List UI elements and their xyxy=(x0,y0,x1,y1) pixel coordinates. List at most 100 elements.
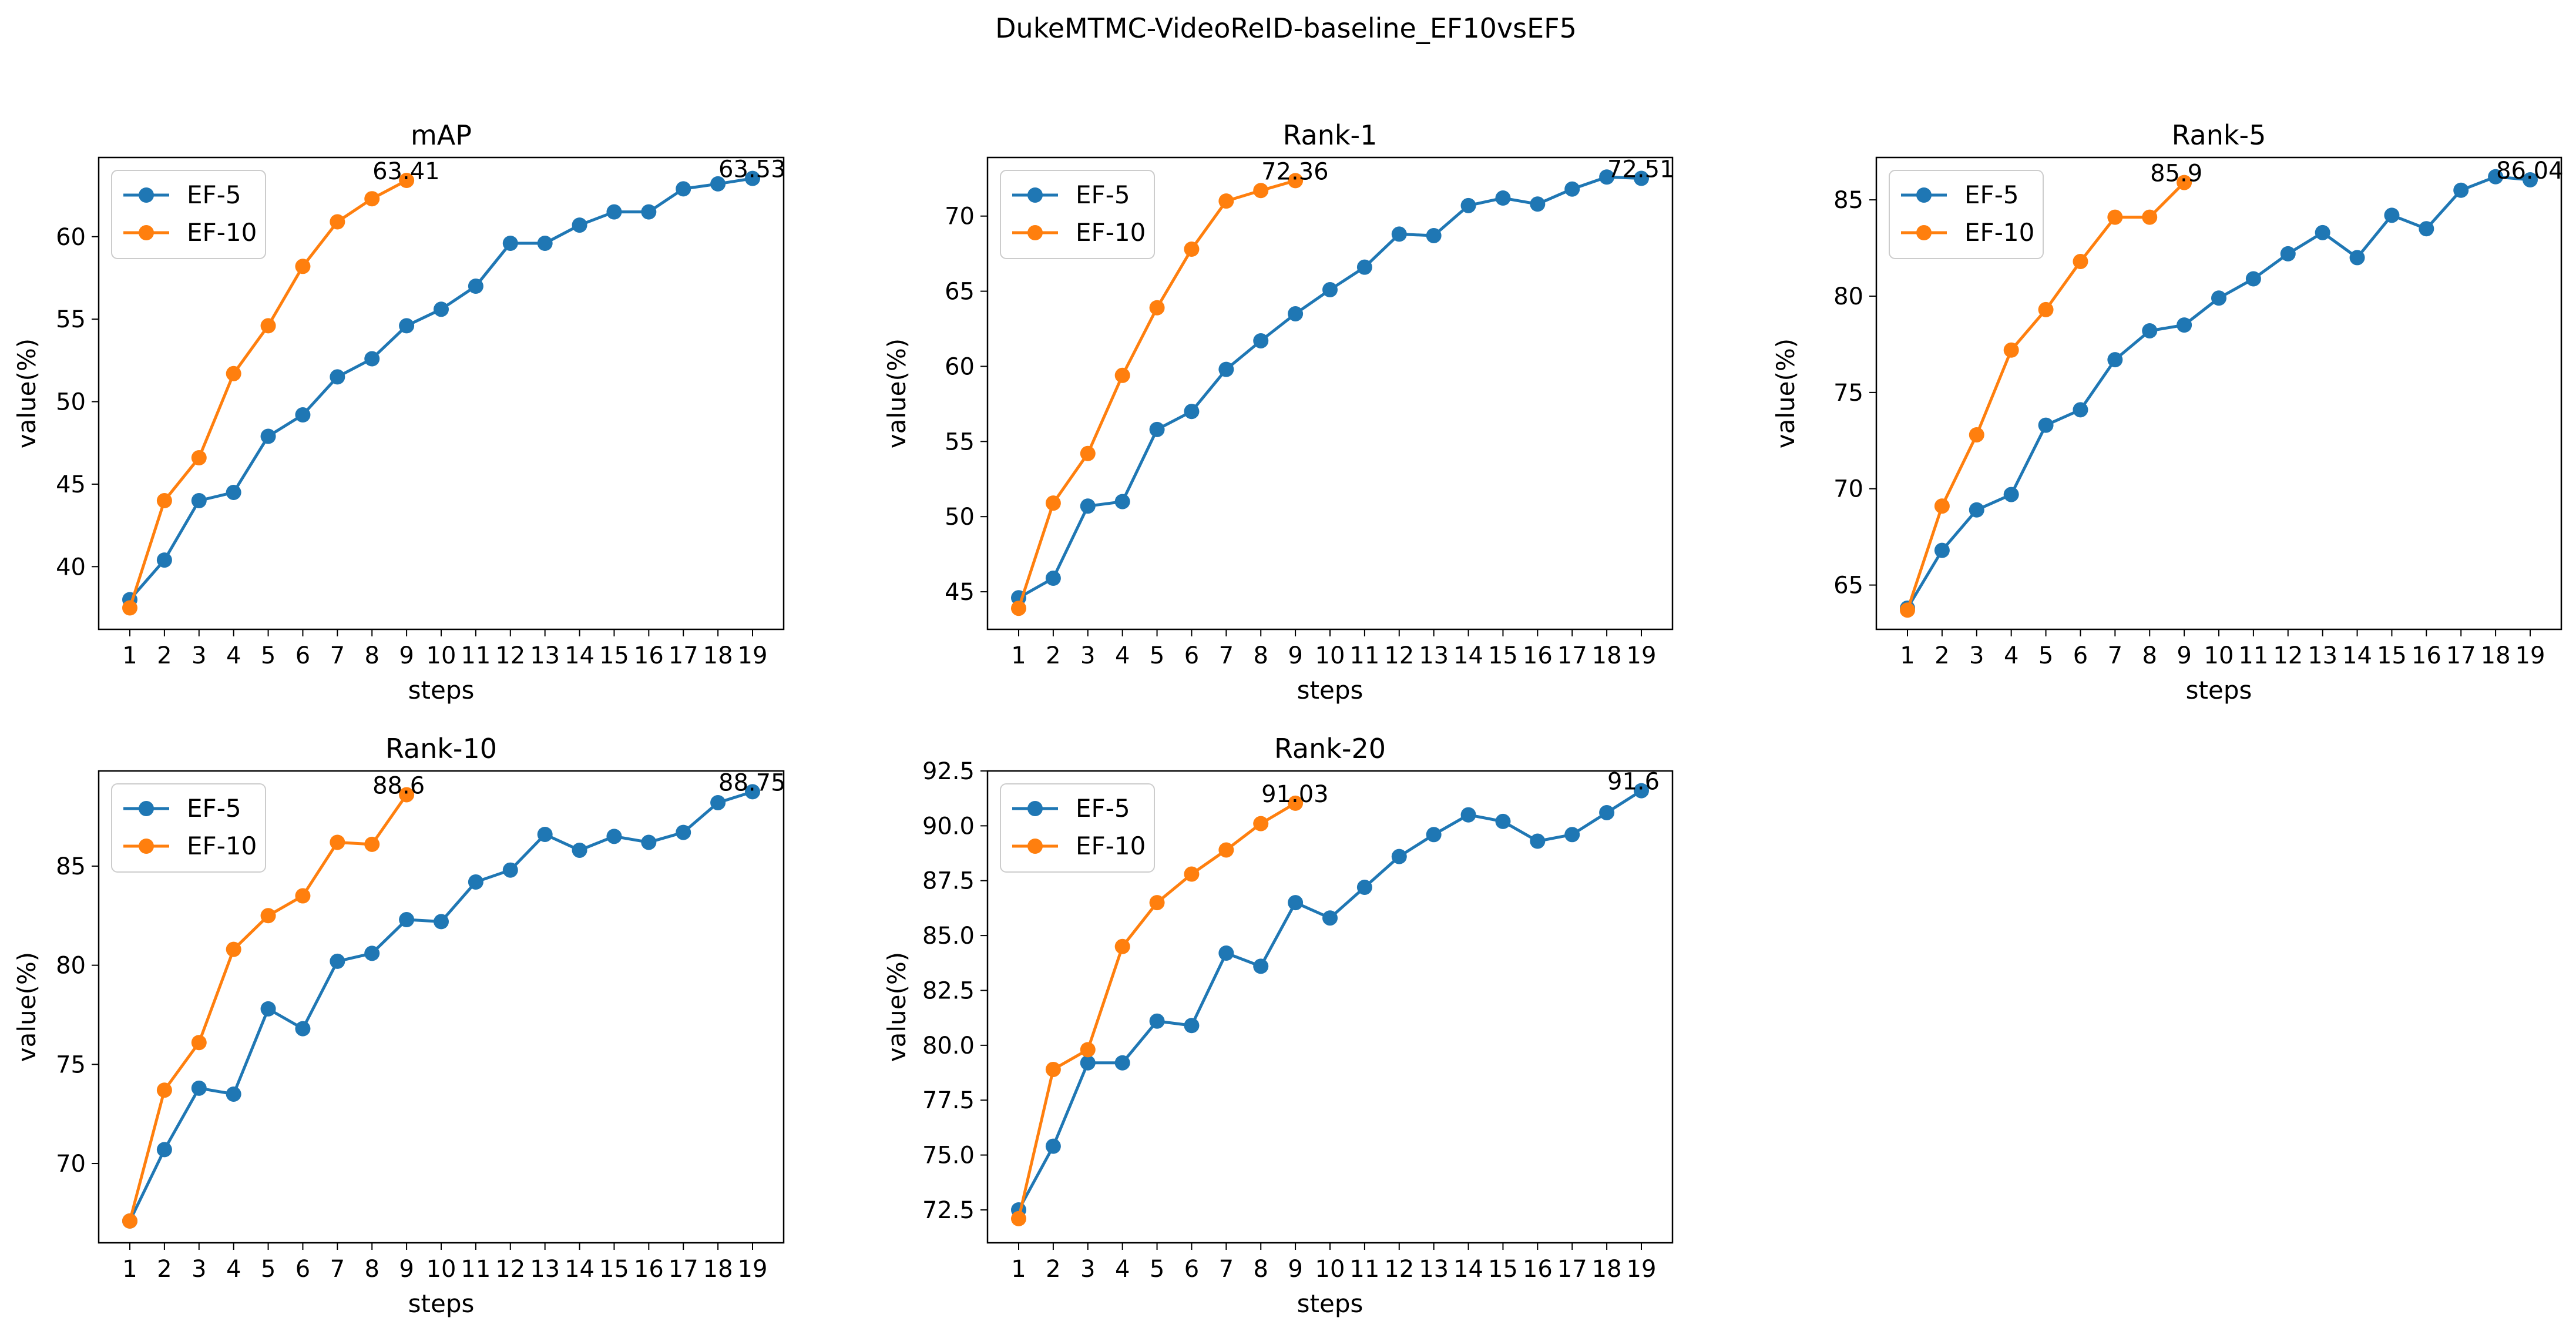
data-point-ef-5 xyxy=(468,874,483,890)
figure-title: DukeMTMC-VideoReID-baseline_EF10vsEF5 xyxy=(995,12,1577,44)
legend-label: EF-5 xyxy=(187,180,241,209)
x-tick-label: 19 xyxy=(738,1256,768,1283)
value-annotation: 86.04 xyxy=(2496,157,2564,185)
legend-marker xyxy=(1916,187,1932,203)
data-point-ef-5 xyxy=(2038,417,2054,433)
y-tick-label: 55 xyxy=(56,306,86,333)
data-point-ef-5 xyxy=(1934,542,1950,558)
value-annotation: 88.6 xyxy=(372,772,425,799)
data-point-ef-10 xyxy=(1045,495,1061,511)
x-tick-label: 16 xyxy=(2412,642,2441,669)
data-point-ef-5 xyxy=(1391,849,1407,864)
data-point-ef-10 xyxy=(1045,1061,1061,1077)
data-point-ef-5 xyxy=(1356,879,1372,895)
data-point-ef-5 xyxy=(260,1001,276,1017)
data-point-ef-10 xyxy=(399,787,415,803)
y-tick-label: 75 xyxy=(56,1051,86,1078)
data-point-ef-5 xyxy=(1634,783,1649,799)
data-point-ef-10 xyxy=(364,836,380,852)
y-tick-label: 70 xyxy=(1833,476,1863,503)
x-tick-label: 9 xyxy=(1288,1256,1302,1283)
data-point-ef-5 xyxy=(1969,502,1984,518)
x-tick-label: 6 xyxy=(1184,642,1199,669)
legend: EF-5 EF-10 xyxy=(111,783,266,873)
x-tick-label: 5 xyxy=(1150,1256,1164,1283)
data-point-ef-5 xyxy=(2211,290,2226,306)
data-point-ef-10 xyxy=(1114,367,1130,383)
y-tick-label: 90.0 xyxy=(922,813,975,840)
y-tick-label: 80.0 xyxy=(922,1032,975,1059)
x-tick-label: 11 xyxy=(461,642,491,669)
data-point-ef-5 xyxy=(1045,1138,1061,1154)
data-point-ef-10 xyxy=(330,214,345,230)
data-point-ef-5 xyxy=(156,552,172,568)
y-tick-label: 85 xyxy=(56,853,86,880)
data-point-ef-10 xyxy=(122,600,137,616)
x-tick-label: 17 xyxy=(1557,1256,1587,1283)
data-point-ef-10 xyxy=(1288,795,1304,811)
x-tick-label: 10 xyxy=(1315,1256,1345,1283)
x-tick-label: 14 xyxy=(1453,642,1483,669)
legend-marker xyxy=(139,187,154,203)
x-tick-label: 14 xyxy=(565,642,595,669)
x-tick-label: 13 xyxy=(1419,642,1449,669)
data-point-ef-5 xyxy=(1426,827,1442,843)
x-tick-label: 19 xyxy=(2515,642,2545,669)
data-point-ef-5 xyxy=(1460,197,1476,213)
data-point-ef-5 xyxy=(745,784,760,800)
data-point-ef-5 xyxy=(1045,571,1061,586)
legend-marker xyxy=(1027,839,1043,854)
data-point-ef-10 xyxy=(330,834,345,850)
data-point-ef-5 xyxy=(191,1080,207,1096)
x-tick-label: 8 xyxy=(1253,642,1268,669)
y-axis-label: value(%) xyxy=(1771,338,1800,448)
y-tick-label: 92.5 xyxy=(922,758,975,785)
x-tick-label: 14 xyxy=(565,1256,595,1283)
data-point-ef-5 xyxy=(2245,271,2261,287)
x-tick-label: 16 xyxy=(1523,1256,1553,1283)
data-point-ef-5 xyxy=(1080,1055,1096,1071)
y-tick-label: 75 xyxy=(1833,380,1863,407)
x-tick-label: 9 xyxy=(2177,642,2191,669)
data-point-ef-5 xyxy=(2073,402,2088,418)
y-tick-label: 75.0 xyxy=(922,1142,975,1169)
x-tick-label: 15 xyxy=(1488,642,1518,669)
x-tick-label: 17 xyxy=(669,642,698,669)
data-point-ef-10 xyxy=(2038,301,2054,317)
x-tick-label: 8 xyxy=(364,1256,379,1283)
x-tick-label: 17 xyxy=(669,1256,698,1283)
x-tick-label: 4 xyxy=(226,642,241,669)
x-tick-label: 1 xyxy=(1900,642,1915,669)
data-point-ef-5 xyxy=(1322,910,1338,926)
value-annotation: 72.36 xyxy=(1261,158,1329,185)
x-tick-label: 4 xyxy=(1115,642,1130,669)
value-annotation: 88.75 xyxy=(718,769,786,796)
data-point-ef-5 xyxy=(1288,895,1304,911)
x-tick-label: 9 xyxy=(399,1256,414,1283)
data-point-ef-5 xyxy=(502,862,518,878)
data-point-ef-5 xyxy=(537,236,553,251)
x-tick-label: 12 xyxy=(495,642,525,669)
legend-marker xyxy=(139,839,154,854)
x-tick-label: 6 xyxy=(1184,1256,1199,1283)
data-point-ef-5 xyxy=(2003,487,2019,502)
x-axis-label: steps xyxy=(1297,676,1363,705)
data-point-ef-5 xyxy=(537,826,553,842)
y-tick-label: 65 xyxy=(1833,572,1863,599)
data-point-ef-10 xyxy=(1969,427,1984,442)
data-point-ef-5 xyxy=(2384,207,2400,223)
data-point-ef-5 xyxy=(156,1142,172,1158)
data-point-ef-5 xyxy=(2523,172,2538,188)
legend-label: EF-5 xyxy=(187,794,241,823)
data-point-ef-5 xyxy=(1253,958,1269,974)
x-tick-label: 7 xyxy=(1219,1256,1234,1283)
data-point-ef-5 xyxy=(2488,169,2504,185)
axes-frame xyxy=(98,770,785,1244)
data-point-ef-10 xyxy=(2073,253,2088,269)
x-tick-label: 13 xyxy=(1419,1256,1449,1283)
x-tick-label: 15 xyxy=(599,642,629,669)
legend-label: EF-5 xyxy=(1964,180,2019,209)
x-tick-label: 3 xyxy=(1080,1256,1095,1283)
